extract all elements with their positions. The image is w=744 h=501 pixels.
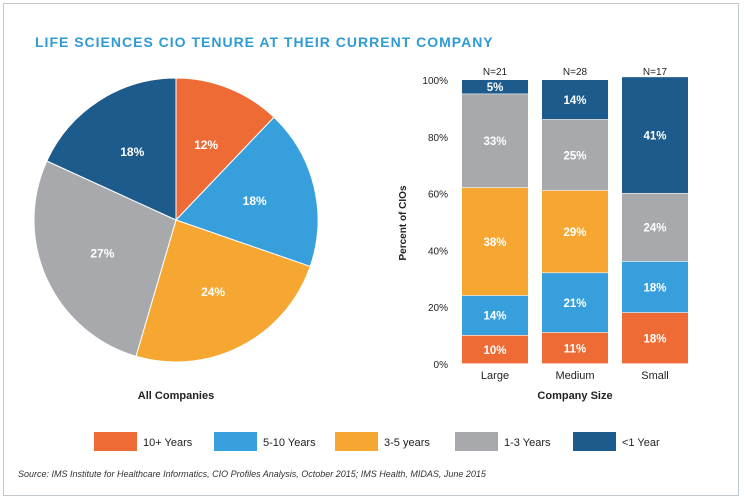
bar-segment-5-10-years [622,261,688,313]
pie-slice-3-5-years [135,219,311,363]
legend-label: 3-5 years [384,437,430,449]
bar-segment-label: 33% [483,136,506,148]
bar-n-label: N=17 [643,67,668,78]
bar-segment--1-year [462,80,528,94]
pie-slice-label: 18% [120,145,144,159]
x-tick-label: Large [481,370,509,382]
bar-segment-label: 18% [643,282,666,294]
legend-label: 10+ Years [143,437,193,449]
x-axis-label: Company Size [537,390,612,402]
x-tick-label: Medium [555,370,594,382]
pie-slice-label: 18% [243,194,267,208]
pie-slice-5-10-years [175,116,319,268]
bar-segment-3-5-years [462,187,528,296]
y-tick-label: 100% [422,76,448,87]
legend-label: 1-3 Years [504,437,551,449]
bar-segment-5-10-years [462,295,528,335]
y-tick-label: 80% [428,133,448,144]
bar-n-label: N=28 [563,67,588,78]
bar-segment-label: 11% [564,343,586,355]
bar-segment-label: 24% [643,223,666,235]
y-axis-label: Percent of CIOs [398,185,409,260]
bar-segment-10-years [462,335,528,364]
legend: 10+ Years 5-10 Years 3-5 years 1-3 Years <1 … [94,432,660,451]
bar-segment-label: 21% [563,298,586,310]
pie-slice-label: 24% [201,285,225,299]
x-tick-label: Small [641,370,669,382]
bar-segment-label: 10% [483,345,506,357]
legend-swatch [335,432,378,451]
chart-title: LIFE SCIENCES CIO TENURE AT THEIR CURREN… [35,34,494,50]
pie-title: All Companies [138,390,214,402]
bar-segment--1-year [542,80,608,120]
bar-segment-10-years [622,312,688,364]
source-note: Source: IMS Institute for Healthcare Inf… [18,469,486,479]
pie-slice--1-year [46,77,177,221]
bar-n-label: N=21 [483,67,508,78]
y-tick-label: 0% [434,360,449,371]
bar-segment--1-year [622,77,688,193]
y-tick-label: 20% [428,303,448,314]
y-tick-label: 40% [428,246,448,257]
legend-label: <1 Year [622,437,660,449]
pie-slice-label: 12% [194,138,218,152]
pie-slice-10-years [175,77,275,222]
bar-segment-label: 18% [643,333,666,345]
legend-swatch [94,432,137,451]
bar-segment-label: 5% [487,82,504,94]
bar-segment-label: 29% [563,227,586,239]
bar-segment-3-5-years [542,190,608,273]
legend-swatch [455,432,498,451]
stacked-bar-chart: 0% 20% 40% 60% 80% 100% 10% 14% 38% 33% 5% N=21 Larg… [422,67,688,382]
bar-segment-label: 41% [643,130,666,142]
bar-segment-label: 14% [483,311,506,323]
legend-swatch [214,432,257,451]
pie-chart: 12% 18% 24% 27% 18% [33,77,319,363]
bar-segment-label: 14% [563,95,586,107]
bar-segment-label: 38% [483,237,506,249]
legend-swatch [573,432,616,451]
bar-segment-1-3-years [462,94,528,188]
pie-slice-1-3-years [33,160,177,357]
bar-segment-10-years [542,332,608,364]
legend-label: 5-10 Years [263,437,316,449]
pie-slice-label: 27% [90,247,114,261]
bar-segment-1-3-years [622,193,688,262]
bar-segment-5-10-years [542,273,608,333]
y-tick-label: 60% [428,190,448,201]
bar-segment-label: 25% [563,150,586,162]
bar-segment-1-3-years [542,119,608,191]
